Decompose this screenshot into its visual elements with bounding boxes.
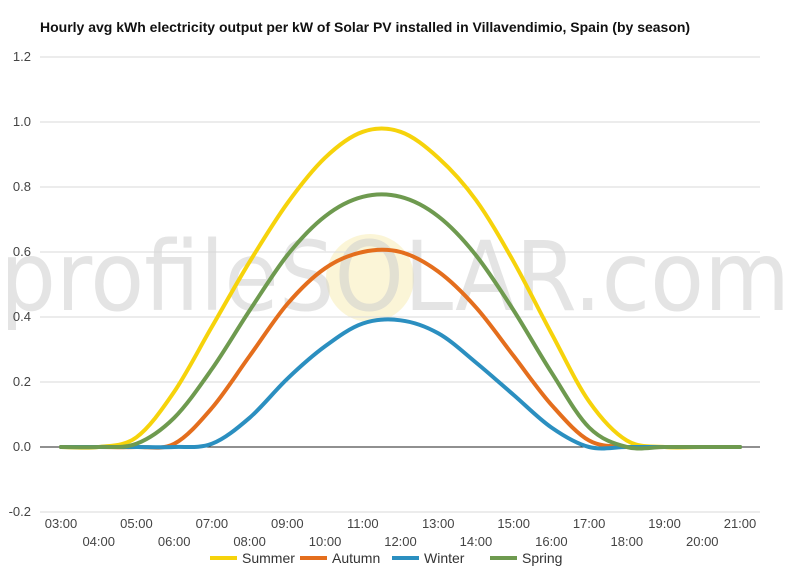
x-tick-label: 18:00: [611, 534, 644, 549]
x-tick-label: 15:00: [497, 516, 530, 531]
y-axis-tick-labels: 1.2 1.0 0.8 0.6 0.4 0.2 0.0 -0.2: [9, 49, 31, 519]
x-tick-label: 10:00: [309, 534, 342, 549]
legend-label-autumn: Autumn: [332, 550, 380, 566]
y-tick-label: 1.0: [13, 114, 31, 129]
x-tick-label: 21:00: [724, 516, 757, 531]
y-tick-label: -0.2: [9, 504, 31, 519]
x-tick-label: 08:00: [233, 534, 266, 549]
x-tick-label: 05:00: [120, 516, 153, 531]
y-tick-label: 0.6: [13, 244, 31, 259]
x-tick-label: 13:00: [422, 516, 455, 531]
x-tick-label: 09:00: [271, 516, 304, 531]
x-tick-label: 11:00: [347, 516, 379, 531]
legend: Summer Autumn Winter Spring: [210, 550, 562, 566]
legend-label-winter: Winter: [424, 550, 465, 566]
x-tick-label: 20:00: [686, 534, 719, 549]
series-lines: [59, 126, 742, 451]
x-tick-label: 14:00: [460, 534, 493, 549]
watermark: profileSOLAR.com: [0, 221, 790, 333]
y-tick-label: 1.2: [13, 49, 31, 64]
chart-title: Hourly avg kWh electricity output per kW…: [40, 19, 691, 35]
x-tick-label: 12:00: [384, 534, 417, 549]
y-tick-label: 0.2: [13, 374, 31, 389]
legend-label-spring: Spring: [522, 550, 562, 566]
x-axis-tick-labels: 03:00 04:00 05:00 06:00 07:00 08:00 09:00 10:00…: [45, 516, 757, 549]
x-tick-label: 06:00: [158, 534, 191, 549]
x-tick-label: 04:00: [82, 534, 115, 549]
legend-label-summer: Summer: [242, 550, 295, 566]
x-tick-label: 03:00: [45, 516, 78, 531]
x-tick-label: 07:00: [196, 516, 229, 531]
series-line-spring: [59, 192, 742, 451]
watermark-text: profileSOLAR.com: [0, 221, 790, 333]
series-line-summer: [59, 126, 742, 450]
x-tick-label: 16:00: [535, 534, 568, 549]
x-tick-label: 17:00: [573, 516, 606, 531]
y-tick-label: 0.8: [13, 179, 31, 194]
x-tick-label: 19:00: [648, 516, 681, 531]
y-tick-label: 0.0: [13, 439, 31, 454]
y-tick-label: 0.4: [13, 309, 31, 324]
